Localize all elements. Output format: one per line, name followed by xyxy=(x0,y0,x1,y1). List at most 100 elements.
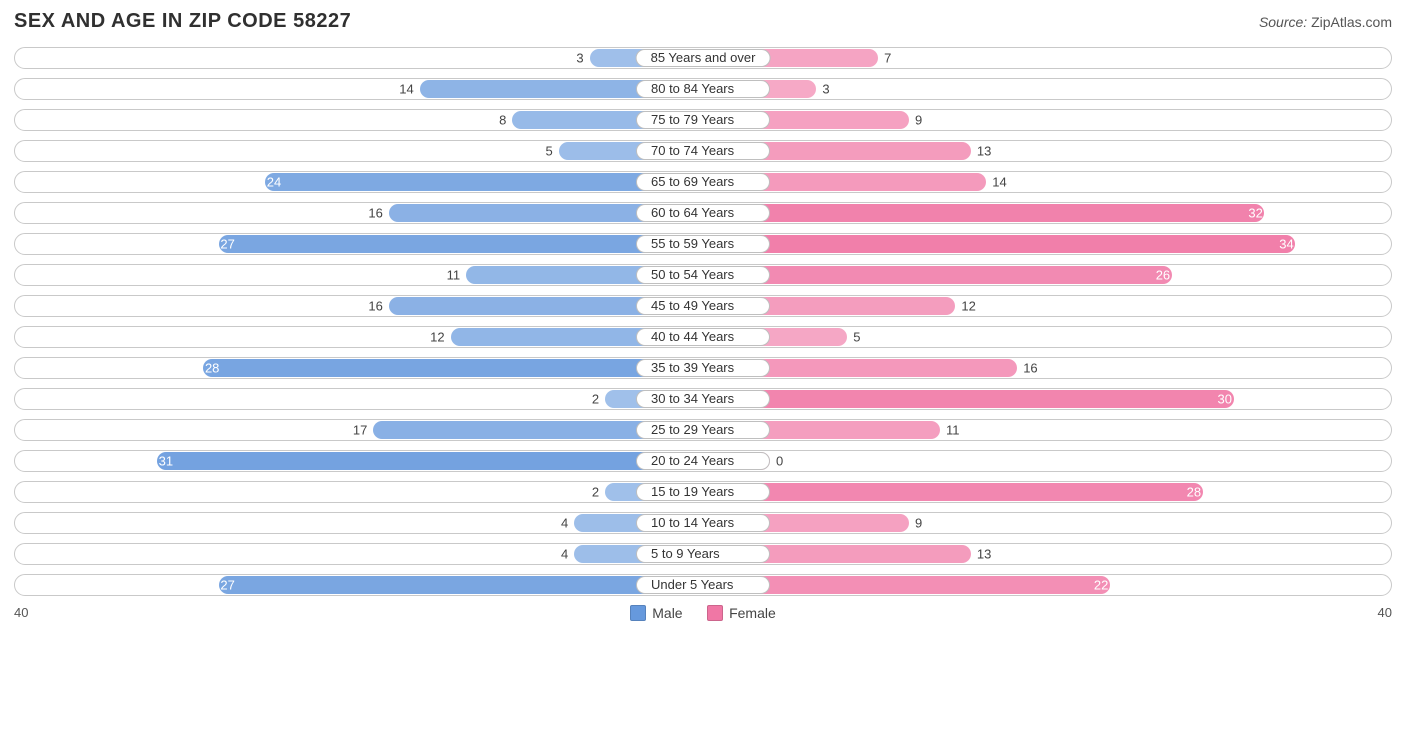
male-value: 27 xyxy=(220,578,234,593)
row-track: 5 13 70 to 74 Years xyxy=(14,140,1392,162)
female-value: 11 xyxy=(946,423,960,438)
female-value: 13 xyxy=(977,144,991,159)
female-value: 3 xyxy=(822,82,829,97)
female-value: 26 xyxy=(1156,268,1170,283)
age-label: 15 to 19 Years xyxy=(636,483,770,501)
male-value: 4 xyxy=(561,516,568,531)
pyramid-chart: 3785 Years and over 14 3 80 to 84 Years 8 9 75… xyxy=(14,47,1392,596)
age-label: Under 5 Years xyxy=(636,576,770,594)
male-value: 4 xyxy=(561,547,568,562)
male-bar xyxy=(219,576,703,594)
axis: 40 Male Female 40 xyxy=(14,605,1392,626)
male-value: 2 xyxy=(592,392,599,407)
male-bar xyxy=(203,359,703,377)
row-track: 281635 to 39 Years xyxy=(14,357,1392,379)
row-track: 16 12 45 to 49 Years xyxy=(14,295,1392,317)
female-value: 12 xyxy=(961,299,975,314)
female-value: 14 xyxy=(992,175,1006,190)
source-label: Source: xyxy=(1259,14,1307,30)
pyramid-row: 8 9 75 to 79 Years xyxy=(14,109,1392,131)
axis-left-max: 40 xyxy=(14,605,28,626)
pyramid-row: 3785 Years and over xyxy=(14,47,1392,69)
pyramid-row: 12 5 40 to 44 Years xyxy=(14,326,1392,348)
pyramid-row: 4 13 5 to 9 Years xyxy=(14,543,1392,565)
row-track: 273455 to 59 Years xyxy=(14,233,1392,255)
male-bar xyxy=(219,235,703,253)
pyramid-row: 27 22 Under 5 Years xyxy=(14,574,1392,596)
male-bar xyxy=(157,452,703,470)
pyramid-row: 31 0 20 to 24 Years xyxy=(14,450,1392,472)
male-value: 16 xyxy=(368,206,382,221)
pyramid-row: 273455 to 59 Years xyxy=(14,233,1392,255)
chart-source: Source: ZipAtlas.com xyxy=(1259,14,1392,30)
legend-swatch-female xyxy=(707,605,723,621)
female-value: 5 xyxy=(853,330,860,345)
female-bar xyxy=(703,204,1264,222)
age-label: 70 to 74 Years xyxy=(636,142,770,160)
female-value: 9 xyxy=(915,113,922,128)
age-label: 5 to 9 Years xyxy=(636,545,770,563)
pyramid-row: 112650 to 54 Years xyxy=(14,264,1392,286)
pyramid-row: 2 28 15 to 19 Years xyxy=(14,481,1392,503)
row-track: 4 13 5 to 9 Years xyxy=(14,543,1392,565)
pyramid-row: 24 14 65 to 69 Years xyxy=(14,171,1392,193)
female-bar xyxy=(703,390,1234,408)
male-value: 27 xyxy=(220,237,234,252)
pyramid-row: 14 3 80 to 84 Years xyxy=(14,78,1392,100)
age-label: 75 to 79 Years xyxy=(636,111,770,129)
female-bar xyxy=(703,266,1172,284)
axis-right-max: 40 xyxy=(1378,605,1392,626)
age-label: 40 to 44 Years xyxy=(636,328,770,346)
pyramid-row: 281635 to 39 Years xyxy=(14,357,1392,379)
female-value: 30 xyxy=(1218,392,1232,407)
male-value: 28 xyxy=(205,361,219,376)
female-value: 16 xyxy=(1023,361,1037,376)
pyramid-row: 5 13 70 to 74 Years xyxy=(14,140,1392,162)
male-value: 17 xyxy=(353,423,367,438)
male-value: 8 xyxy=(499,113,506,128)
pyramid-row: 17 11 25 to 29 Years xyxy=(14,419,1392,441)
female-value: 32 xyxy=(1248,206,1262,221)
age-label: 85 Years and over xyxy=(636,49,771,67)
age-label: 20 to 24 Years xyxy=(636,452,770,470)
row-track: 14 3 80 to 84 Years xyxy=(14,78,1392,100)
age-label: 25 to 29 Years xyxy=(636,421,770,439)
male-value: 5 xyxy=(546,144,553,159)
female-value: 0 xyxy=(776,454,783,469)
row-track: 3785 Years and over xyxy=(14,47,1392,69)
legend-label-female: Female xyxy=(729,605,776,621)
legend-male: Male xyxy=(630,605,682,621)
female-value: 28 xyxy=(1187,485,1201,500)
female-value: 22 xyxy=(1094,578,1108,593)
pyramid-row: 16 32 60 to 64 Years xyxy=(14,202,1392,224)
age-label: 65 to 69 Years xyxy=(636,173,770,191)
female-value: 34 xyxy=(1279,237,1293,252)
male-value: 2 xyxy=(592,485,599,500)
chart-title: SEX AND AGE IN ZIP CODE 58227 xyxy=(14,10,351,33)
female-value: 13 xyxy=(977,547,991,562)
age-label: 45 to 49 Years xyxy=(636,297,770,315)
row-track: 12 5 40 to 44 Years xyxy=(14,326,1392,348)
pyramid-row: 16 12 45 to 49 Years xyxy=(14,295,1392,317)
source-value: ZipAtlas.com xyxy=(1311,14,1392,30)
male-value: 12 xyxy=(430,330,444,345)
row-track: 23030 to 34 Years xyxy=(14,388,1392,410)
male-value: 14 xyxy=(399,82,413,97)
row-track: 17 11 25 to 29 Years xyxy=(14,419,1392,441)
male-value: 31 xyxy=(159,454,173,469)
age-label: 50 to 54 Years xyxy=(636,266,770,284)
row-track: 8 9 75 to 79 Years xyxy=(14,109,1392,131)
male-value: 3 xyxy=(576,51,583,66)
row-track: 27 22 Under 5 Years xyxy=(14,574,1392,596)
age-label: 80 to 84 Years xyxy=(636,80,770,98)
male-value: 16 xyxy=(368,299,382,314)
female-bar xyxy=(703,483,1203,501)
age-label: 10 to 14 Years xyxy=(636,514,770,532)
pyramid-row: 23030 to 34 Years xyxy=(14,388,1392,410)
header: SEX AND AGE IN ZIP CODE 58227 Source: Zi… xyxy=(14,10,1392,33)
male-value: 24 xyxy=(267,175,281,190)
row-track: 16 32 60 to 64 Years xyxy=(14,202,1392,224)
legend: Male Female xyxy=(28,605,1377,626)
row-track: 4910 to 14 Years xyxy=(14,512,1392,534)
age-label: 60 to 64 Years xyxy=(636,204,770,222)
